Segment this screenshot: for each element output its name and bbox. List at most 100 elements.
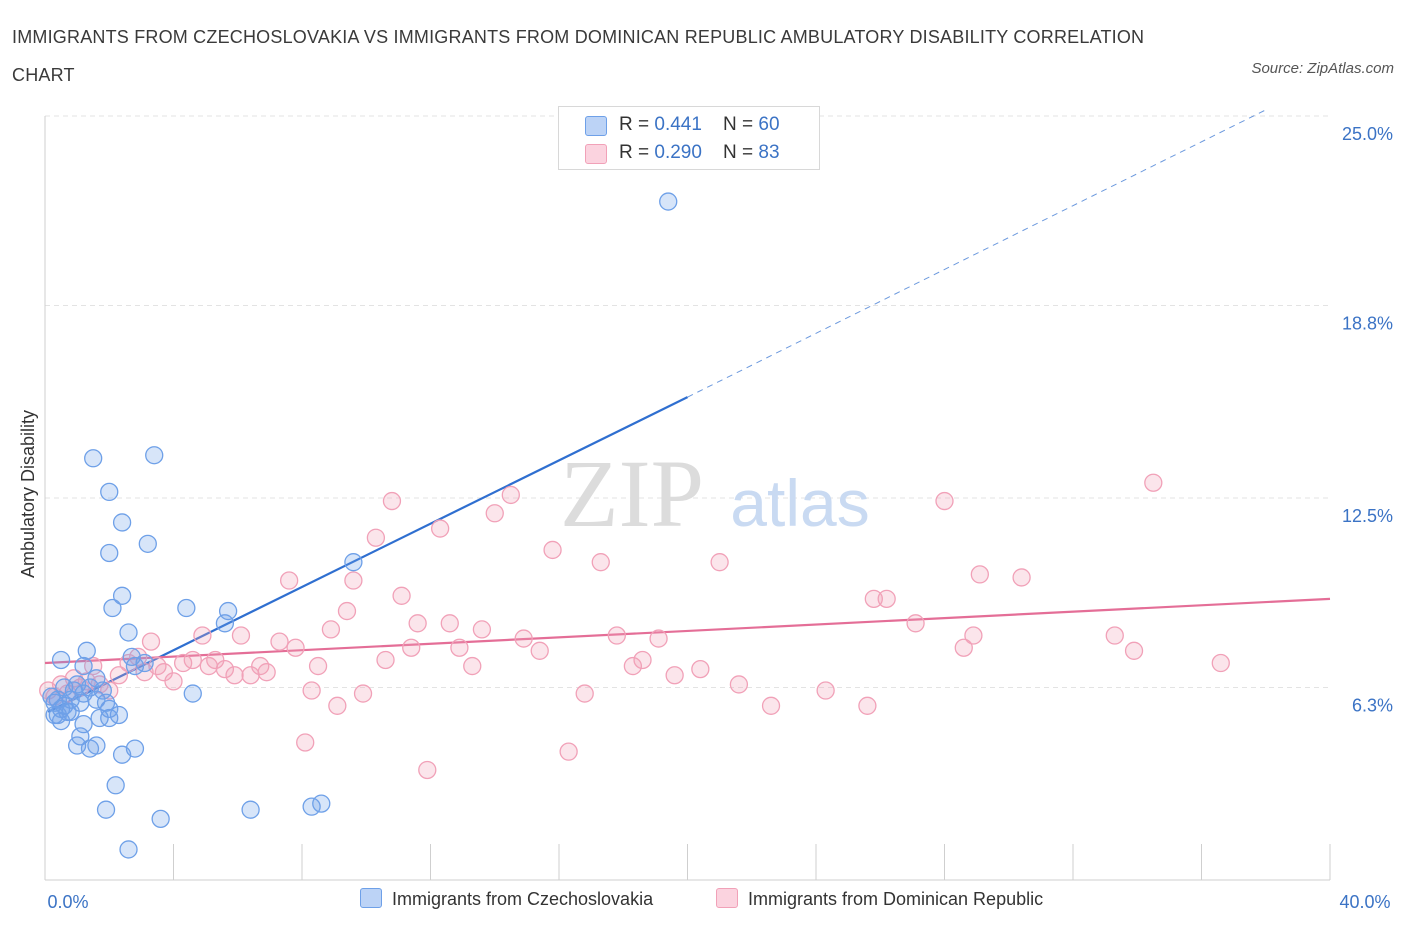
y-tick-label: 6.3%	[1352, 695, 1393, 715]
legend-n-label: N =	[723, 114, 759, 135]
point-dominican	[623, 656, 643, 676]
bottom-legend-swatch-blue	[360, 888, 382, 908]
point-dominican	[501, 485, 520, 505]
point-czechoslovakia	[74, 714, 93, 734]
point-dominican	[353, 684, 373, 703]
point-dominican	[344, 571, 363, 590]
bottom-legend-label: Immigrants from Dominican Republic	[748, 889, 1044, 909]
point-dominican	[877, 589, 896, 608]
point-czechoslovakia	[74, 656, 93, 676]
axes	[44, 116, 1331, 881]
x-tick-label-max: 40.0%	[1339, 892, 1390, 912]
point-czechoslovakia	[51, 650, 71, 670]
point-dominican	[710, 553, 729, 572]
point-czechoslovakia	[100, 699, 119, 719]
point-dominican	[1124, 641, 1144, 660]
point-dominican	[141, 632, 161, 651]
point-dominican	[337, 601, 357, 621]
bottom-legend-czechoslovakia: Immigrants from Czechoslovakia	[360, 888, 653, 910]
legend-n-label: N =	[723, 142, 759, 163]
point-czechoslovakia	[344, 553, 363, 572]
y-tick-label: 12.5%	[1342, 506, 1393, 526]
point-dominican	[816, 681, 835, 700]
point-dominican	[729, 675, 749, 694]
point-dominican	[430, 519, 450, 538]
point-dominican	[225, 666, 244, 685]
point-czechoslovakia	[100, 482, 119, 502]
point-dominican	[514, 629, 533, 648]
watermark: ZIP atlas	[560, 440, 870, 547]
point-dominican	[559, 742, 578, 761]
point-czechoslovakia	[100, 543, 119, 563]
point-dominican	[543, 540, 562, 560]
x-tick-label-min: 0.0%	[47, 892, 88, 912]
point-czechoslovakia	[84, 449, 103, 468]
point-czechoslovakia	[659, 192, 678, 211]
point-dominican	[392, 586, 411, 605]
point-dominican	[193, 626, 212, 645]
point-czechoslovakia	[151, 809, 170, 829]
point-dominican	[665, 666, 684, 685]
data-points	[39, 192, 1230, 859]
trend-line-dominican	[44, 597, 1331, 665]
bottom-legend-dominican: Immigrants from Dominican Republic	[716, 888, 1043, 910]
point-czechoslovakia	[112, 513, 132, 532]
point-dominican	[402, 638, 421, 657]
point-dominican	[382, 491, 402, 511]
tick-labels: 6.3% 12.5% 18.8% 25.0% 0.0% 40.0% Ambulatory D…	[18, 124, 1393, 912]
point-dominican	[231, 626, 251, 645]
watermark-zip: ZIP	[560, 440, 704, 547]
trend-lines	[44, 109, 1331, 713]
legend-swatch-blue	[585, 116, 607, 136]
point-dominican	[970, 565, 989, 584]
point-czechoslovakia	[215, 614, 235, 633]
legend-n-value: 83	[758, 142, 780, 163]
source-label: Source: ZipAtlas.com	[1251, 60, 1394, 77]
legend-r-value: 0.441	[654, 114, 702, 135]
point-czechoslovakia	[87, 690, 106, 709]
point-czechoslovakia	[312, 794, 331, 813]
point-dominican	[302, 681, 321, 700]
point-czechoslovakia	[241, 800, 260, 819]
point-czechoslovakia	[77, 641, 96, 660]
point-dominican	[472, 620, 492, 639]
legend-row-czechoslovakia: R = 0.441 N = 60	[585, 114, 780, 138]
point-dominican	[328, 696, 347, 715]
bottom-legend-swatch-pink	[716, 888, 738, 908]
point-dominican	[206, 650, 225, 670]
point-czechoslovakia	[145, 446, 164, 465]
legend-n-value: 60	[758, 114, 780, 135]
point-dominican	[286, 638, 305, 657]
point-dominican	[607, 626, 626, 645]
y-tick-label: 18.8%	[1342, 313, 1393, 333]
point-czechoslovakia	[125, 656, 145, 676]
point-dominican	[633, 650, 652, 670]
point-dominican	[858, 696, 877, 715]
point-czechoslovakia	[103, 598, 122, 618]
point-dominican	[906, 614, 925, 633]
point-dominican	[440, 614, 459, 633]
legend-swatch-pink	[585, 144, 607, 164]
point-czechoslovakia	[90, 708, 109, 728]
legend-r-label: R =	[619, 142, 655, 163]
point-dominican	[761, 696, 781, 715]
point-dominican	[109, 666, 129, 685]
point-dominican	[649, 629, 668, 648]
point-czechoslovakia	[138, 534, 157, 553]
watermark-atlas: atlas	[730, 466, 869, 540]
point-czechoslovakia	[109, 705, 129, 725]
grid-lines	[45, 115, 1330, 688]
point-czechoslovakia	[119, 623, 138, 642]
trend-line-czechoslovakia	[47, 396, 688, 713]
point-czechoslovakia	[177, 598, 196, 618]
point-czechoslovakia	[183, 684, 202, 703]
point-dominican	[257, 663, 276, 682]
point-czechoslovakia	[48, 705, 67, 725]
point-czechoslovakia	[96, 800, 116, 819]
point-czechoslovakia	[87, 736, 106, 755]
point-dominican	[279, 571, 299, 590]
legend-row-dominican: R = 0.290 N = 83	[585, 142, 780, 166]
chart-title: IMMIGRANTS FROM CZECHOSLOVAKIA VS IMMIGR…	[12, 27, 1145, 85]
point-dominican	[215, 659, 235, 679]
point-dominican	[1105, 626, 1124, 645]
